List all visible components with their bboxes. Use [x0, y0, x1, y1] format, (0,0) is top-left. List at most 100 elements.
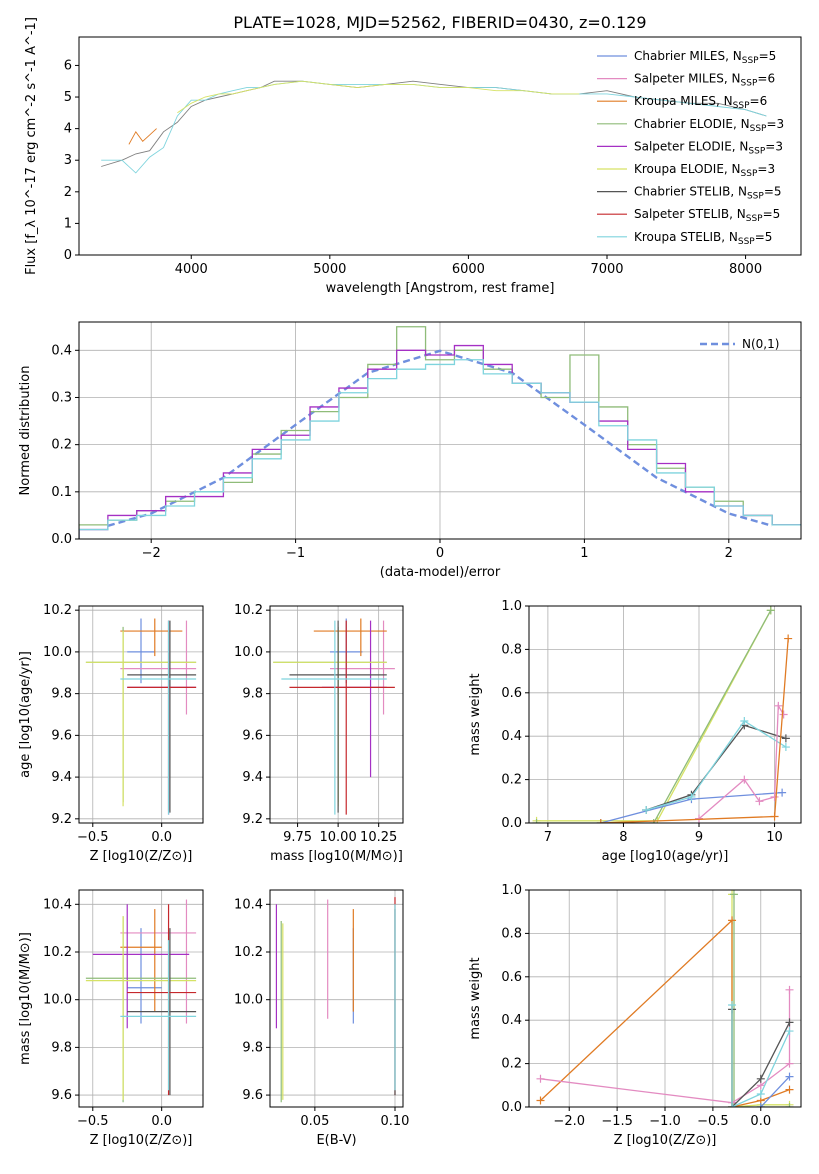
x-tick-label: 0.0 [151, 830, 172, 845]
y-tick-label: 0.8 [501, 926, 522, 941]
y-tick-label: 0.2 [51, 438, 72, 453]
data-point-marker [728, 1103, 737, 1107]
data-point-marker [729, 890, 738, 899]
y-tick-label: 9.6 [242, 728, 263, 743]
data-point-marker [649, 819, 658, 823]
x-tick-label: −2.0 [553, 1114, 585, 1129]
panel-weight-vs-age: 7 8 9 10 0.0 0.2 0.4 0.6 0.8 1.0 age [log10(age/yr… [468, 599, 802, 864]
series-line [645, 720, 787, 811]
series-line [177, 80, 580, 114]
data-point-marker [781, 734, 790, 743]
series-line [731, 1005, 791, 1107]
x-axis-label: Z [log10(Z/Z⊙)] [614, 1133, 717, 1148]
y-tick-label: 1.0 [501, 599, 522, 614]
y-tick-label: 10.0 [43, 645, 72, 660]
data-point-marker [728, 1001, 737, 1010]
data-point-marker [785, 985, 794, 994]
y-tick-label: 9.6 [51, 728, 72, 743]
data-point-marker [536, 1096, 545, 1105]
data-point-marker [774, 701, 783, 710]
data-point-marker [785, 1085, 794, 1094]
data-point-marker [770, 812, 779, 821]
x-axis-label: Z [log10(Z/Z⊙)] [90, 1133, 193, 1148]
x-tick-label: 0 [436, 546, 444, 561]
y-axis-label: Normed distribution [18, 366, 33, 496]
plot-area [273, 618, 395, 815]
x-axis-label: E(B-V) [316, 1133, 356, 1148]
y-tick-label: 0 [64, 248, 72, 263]
x-tick-label: −1.0 [649, 1114, 681, 1129]
x-tick-label: 5000 [313, 262, 346, 277]
data-point-marker [740, 775, 749, 784]
y-tick-label: 9.8 [51, 1040, 72, 1055]
plot-area [101, 80, 767, 174]
y-tick-label: 0.6 [501, 970, 522, 985]
panel-mass-vs-EBV: 0.05 0.10 9.6 9.8 10.0 10.2 10.4 E(B-V) [234, 889, 409, 1148]
data-point-marker [785, 1072, 794, 1081]
y-tick-label: 10.2 [234, 945, 263, 960]
x-tick-label: 9 [695, 830, 703, 845]
legend-entry: Salpeter MILES, NSSP=6 [634, 72, 775, 89]
x-tick-label: 6000 [452, 262, 485, 277]
series-line [79, 359, 801, 539]
y-tick-label: 10.2 [43, 945, 72, 960]
figure-title: PLATE=1028, MJD=52562, FIBERID=0430, z=0… [233, 13, 646, 32]
series-line [733, 894, 790, 1107]
x-tick-label: 1 [580, 546, 588, 561]
x-tick-label: −0.5 [697, 1114, 729, 1129]
x-tick-label: 8 [619, 830, 627, 845]
panel-weight-vs-Z: −2.0 −1.5 −1.0 −0.5 0.0 0.0 0.2 0.4 0.6 0.8 1.0 Z [… [468, 883, 802, 1148]
x-tick-label: 9.75 [283, 830, 312, 845]
legend-entry: Kroupa STELIB, NSSP=5 [634, 230, 772, 247]
legend-entry: Kroupa ELODIE, NSSP=3 [634, 162, 775, 179]
plot-area [79, 326, 801, 539]
data-point-marker [785, 1027, 794, 1036]
series-line [698, 703, 785, 820]
y-tick-label: 10.0 [234, 645, 263, 660]
y-tick-label: 0.0 [51, 532, 72, 547]
y-tick-label: 0.4 [51, 343, 72, 358]
x-tick-label: 2 [725, 546, 733, 561]
data-point-marker [740, 717, 749, 726]
y-tick-label: 0.8 [501, 642, 522, 657]
y-tick-label: 0.0 [501, 816, 522, 831]
axes-frame [269, 605, 404, 824]
y-tick-label: 1.0 [501, 883, 522, 898]
data-point-marker [536, 1074, 545, 1083]
y-tick-label: 1 [64, 216, 72, 231]
legend-entry: Chabrier STELIB, NSSP=5 [634, 185, 782, 202]
y-tick-label: 9.8 [51, 687, 72, 702]
y-tick-label: 0.0 [501, 1100, 522, 1115]
x-tick-label: 7 [544, 830, 552, 845]
data-point-marker [596, 819, 605, 823]
x-axis-label: age [log10(age/yr)] [602, 849, 729, 864]
x-tick-label: 0.05 [300, 1114, 329, 1129]
plot-area [275, 897, 396, 1103]
y-tick-label: 2 [64, 185, 72, 200]
axes-frame [269, 889, 404, 1108]
y-tick-label: 9.8 [242, 687, 263, 702]
legend-entry: Salpeter ELODIE, NSSP=3 [634, 139, 783, 156]
data-point-marker [756, 1103, 765, 1107]
series-line [101, 80, 767, 174]
y-tick-label: 10.2 [43, 603, 72, 618]
y-tick-label: 0.4 [501, 729, 522, 744]
series-line [536, 609, 772, 823]
x-tick-label: 0.0 [151, 1114, 172, 1129]
legend-entry: Chabrier ELODIE, NSSP=3 [634, 117, 784, 134]
series-line [79, 344, 801, 539]
data-point-marker [770, 792, 779, 801]
data-point-marker [785, 1103, 794, 1107]
plot-area [85, 899, 197, 1103]
data-point-marker [766, 606, 775, 615]
series-line [128, 128, 157, 145]
y-tick-label: 9.2 [51, 812, 72, 827]
panel-age-vs-mass: 9.75 10.00 10.25 9.2 9.4 9.6 9.8 10.0 10.2 mass [… [234, 603, 404, 864]
panel-residuals: −2 −1 0 1 2 0.0 0.1 0.2 0.3 0.4 (data-model)/error… [18, 321, 802, 580]
series-line [107, 349, 773, 527]
y-tick-label: 6 [64, 58, 72, 73]
legend-entry: Chabrier MILES, NSSP=5 [634, 49, 776, 66]
x-tick-label: −0.5 [77, 1114, 109, 1129]
data-point-marker [785, 1018, 794, 1027]
